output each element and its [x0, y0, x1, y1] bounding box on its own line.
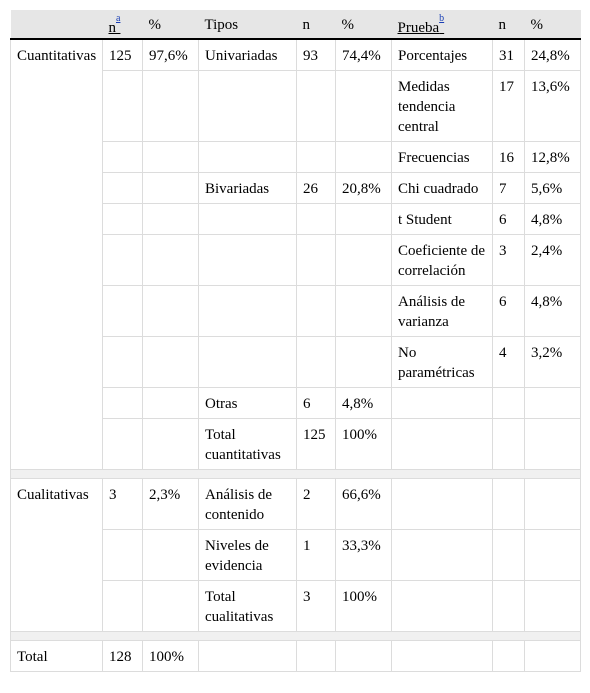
- statistics-table: na % Tipos n % Pruebab n % Cuantitativas…: [10, 10, 581, 672]
- header-tipos-n: n: [296, 10, 336, 40]
- tipo-bivariadas: Bivariadas: [198, 172, 297, 204]
- test-name: Coeficiente de correlación: [391, 234, 493, 286]
- category-cuantitativas: Cuantitativas: [10, 39, 103, 470]
- table-row: Medidas tendencia central 17 13,6%: [11, 70, 581, 142]
- table-row: t Student 6 4,8%: [11, 203, 581, 235]
- table-row: Bivariadas 26 20,8% Chi cuadrado 7 5,6%: [11, 172, 581, 204]
- tipo-analisis-contenido: Análisis de contenido: [198, 478, 297, 530]
- test-name: Chi cuadrado: [391, 172, 493, 204]
- table-row: Coeficiente de correlación 3 2,4%: [11, 234, 581, 286]
- table-row: Otras 6 4,8%: [11, 387, 581, 419]
- test-name: No paramétricas: [391, 336, 493, 388]
- spacer-row: [10, 631, 581, 641]
- table-row: Total cuantitativas 125 100%: [11, 418, 581, 470]
- table-row: Cualitativas 3 2,3% Análisis de contenid…: [10, 478, 581, 632]
- table-row: Cuantitativas 125 97,6% Univariadas 93 7…: [10, 39, 581, 470]
- header-tipos-pct: %: [335, 10, 392, 40]
- test-name: Frecuencias: [391, 141, 493, 173]
- header-category: [10, 10, 103, 40]
- header-n: na: [102, 10, 143, 40]
- test-name: Porcentajes: [391, 39, 493, 71]
- table-row: No paramétricas 4 3,2%: [11, 336, 581, 388]
- tipo-niveles-evidencia: Niveles de evidencia: [198, 529, 297, 581]
- test-name: Análisis de varianza: [391, 285, 493, 337]
- table-row: Niveles de evidencia 1 33,3%: [11, 529, 581, 581]
- category-cualitativas: Cualitativas: [10, 478, 103, 632]
- test-name: Medidas tendencia central: [391, 70, 493, 142]
- test-name: t Student: [391, 203, 493, 235]
- header-prueba-n: n: [492, 10, 525, 40]
- table-row: Frecuencias 16 12,8%: [11, 141, 581, 173]
- table-header-row: na % Tipos n % Pruebab n %: [10, 10, 581, 40]
- header-tipos: Tipos: [198, 10, 297, 40]
- tipo-total-cuantitativas: Total cuantitativas: [198, 418, 297, 470]
- tipo-otras: Otras: [198, 387, 297, 419]
- header-prueba-pct: %: [524, 10, 581, 40]
- category-total: Total: [10, 640, 103, 672]
- spacer-row: [10, 469, 581, 479]
- header-prueba: Pruebab: [391, 10, 493, 40]
- table-row: Análisis de varianza 6 4,8%: [11, 285, 581, 337]
- footnote-a-link[interactable]: a: [116, 12, 121, 24]
- table-row-total: Total 128 100%: [10, 640, 581, 672]
- tipo-total-cualitativas: Total cualitativas: [198, 580, 297, 632]
- tipo-univariadas: Univariadas: [198, 39, 297, 71]
- footnote-b-link[interactable]: b: [439, 12, 445, 24]
- header-pct: %: [142, 10, 199, 40]
